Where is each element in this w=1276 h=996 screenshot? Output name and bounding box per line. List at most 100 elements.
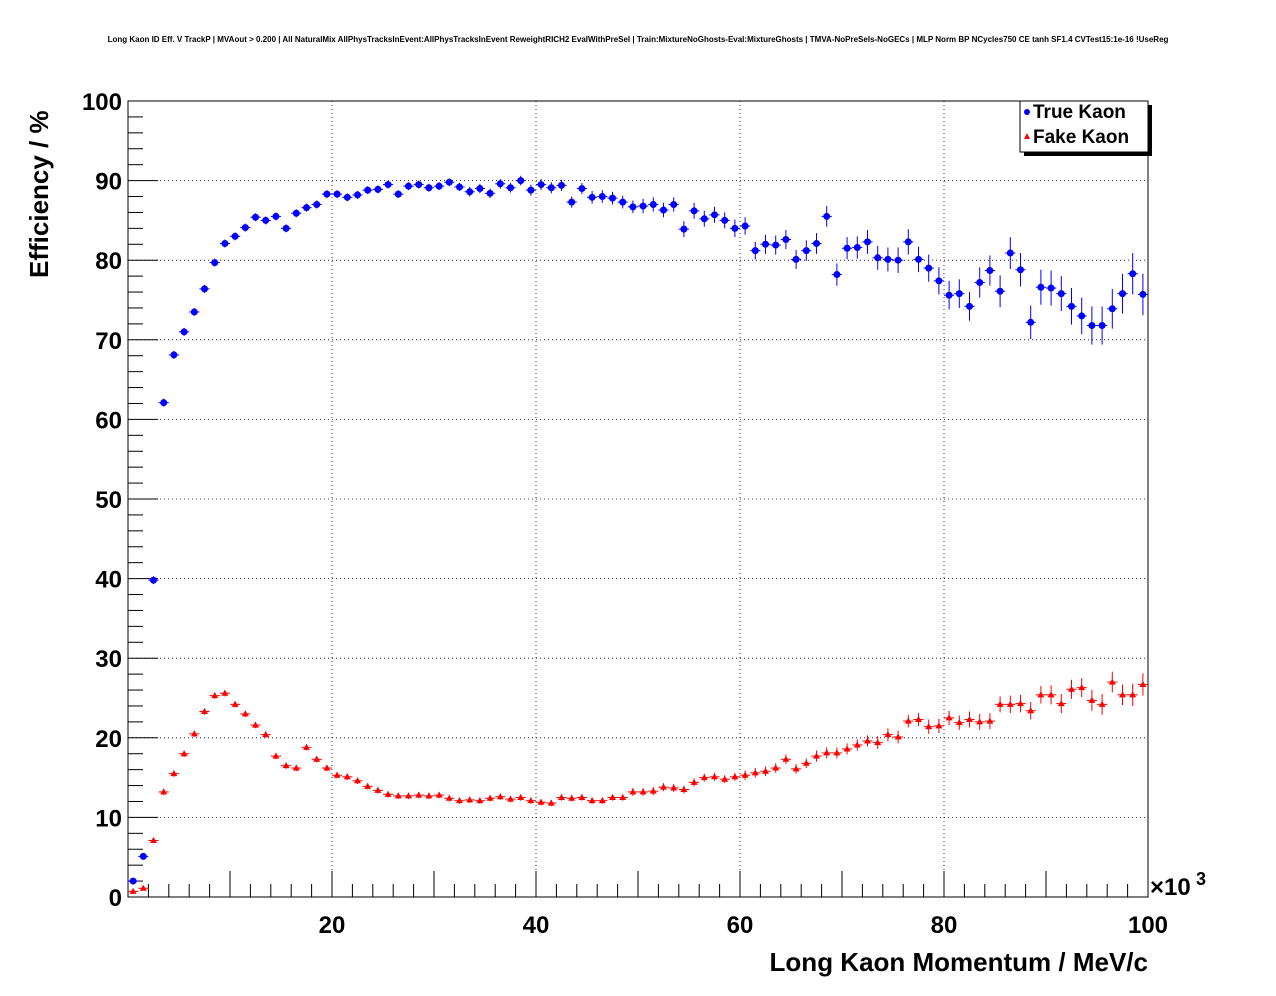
data-point — [721, 216, 729, 224]
data-point — [1088, 321, 1096, 329]
data-point — [578, 794, 586, 800]
data-point — [1098, 700, 1106, 707]
data-point — [1129, 691, 1137, 698]
data-point — [884, 731, 892, 738]
data-point — [272, 752, 280, 759]
data-point — [700, 774, 708, 781]
data-point — [1006, 249, 1014, 257]
data-point — [262, 216, 270, 224]
data-point — [507, 184, 514, 192]
data-point — [731, 773, 739, 780]
x-multiplier-exponent: 3 — [1196, 869, 1206, 889]
data-point — [639, 788, 647, 795]
x-tick-labels: 20 40 60 80 100 — [319, 912, 1168, 939]
data-point — [772, 764, 780, 771]
data-point — [1006, 700, 1014, 707]
data-point — [558, 181, 565, 189]
data-point — [894, 256, 902, 264]
data-point — [721, 775, 729, 782]
data-point — [966, 302, 973, 310]
data-point — [802, 759, 810, 766]
legend-label-true-kaon: True Kaon — [1033, 102, 1126, 123]
data-point — [1108, 678, 1116, 685]
data-point — [1037, 691, 1045, 698]
data-point — [435, 791, 443, 798]
data-point — [517, 177, 525, 185]
data-point — [874, 739, 882, 746]
data-point — [201, 708, 208, 715]
data-point — [649, 200, 657, 208]
data-point — [690, 207, 698, 215]
data-point — [629, 788, 637, 795]
y-tick-label: 90 — [95, 169, 122, 196]
data-point — [466, 796, 474, 803]
data-point — [741, 222, 749, 230]
data-point — [303, 204, 310, 212]
data-point — [1027, 707, 1035, 714]
data-point — [864, 737, 871, 744]
data-point — [568, 198, 576, 206]
data-point — [1139, 290, 1147, 298]
data-point — [476, 185, 484, 193]
legend-marker-true-kaon — [1024, 109, 1030, 115]
data-point — [670, 784, 678, 791]
data-point — [160, 399, 168, 407]
data-point — [537, 798, 545, 805]
data-point — [364, 782, 372, 789]
data-point — [374, 786, 382, 793]
data-point — [568, 794, 576, 801]
data-point — [384, 181, 392, 189]
data-point — [813, 752, 820, 759]
data-point — [823, 212, 831, 220]
data-point — [996, 700, 1004, 707]
data-point — [282, 762, 290, 769]
data-point — [211, 259, 219, 267]
x-tick-label: 60 — [727, 912, 754, 939]
data-point — [588, 797, 596, 804]
data-point — [853, 741, 861, 748]
data-point — [190, 730, 198, 737]
data-point — [1139, 680, 1147, 687]
data-point — [323, 764, 331, 771]
data-point — [221, 689, 229, 696]
data-point — [955, 290, 963, 298]
data-point — [537, 181, 545, 189]
x-axis-title: Long Kaon Momentum / MeV/c — [770, 947, 1148, 977]
data-point — [170, 770, 178, 777]
data-point — [1119, 290, 1126, 298]
data-point — [221, 239, 229, 247]
data-point — [629, 203, 637, 211]
data-point — [527, 186, 535, 194]
data-point — [884, 255, 892, 263]
data-point — [915, 255, 922, 263]
data-point — [782, 755, 790, 762]
y-axis-title: Efficiency / % — [24, 110, 54, 278]
data-point — [609, 794, 616, 800]
data-point — [180, 328, 188, 336]
data-point — [976, 278, 984, 286]
data-point — [711, 211, 718, 219]
data-point — [435, 182, 443, 190]
y-tick-label: 60 — [95, 407, 122, 434]
data-point — [619, 794, 627, 800]
data-point — [945, 714, 953, 721]
data-point — [374, 185, 382, 193]
data-point — [1047, 691, 1055, 698]
data-point — [272, 212, 280, 220]
data-point — [160, 788, 168, 795]
legend-label-fake-kaon: Fake Kaon — [1033, 127, 1129, 148]
data-point — [843, 745, 851, 752]
data-point — [547, 184, 555, 192]
data-point — [303, 743, 310, 750]
data-point — [1098, 321, 1106, 329]
data-point — [731, 224, 739, 232]
data-point — [1057, 700, 1065, 707]
chart-title: Long Kaon ID Eff. V TrackP | MVAout > 0.… — [108, 35, 1169, 44]
data-point — [1108, 305, 1116, 313]
legend-marker-fake-kaon — [1024, 133, 1030, 139]
data-point — [445, 178, 453, 186]
data-point — [1129, 270, 1137, 278]
x-axis-multiplier: ×10 3 — [1150, 869, 1206, 901]
data-point — [323, 190, 331, 198]
